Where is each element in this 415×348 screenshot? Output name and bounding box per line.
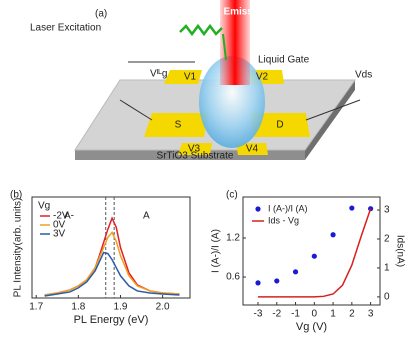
y-tick-label: 0.6: [226, 272, 240, 283]
pad: [250, 113, 310, 137]
pad: [178, 143, 212, 155]
label: Laser Excitation: [30, 23, 101, 34]
panel-label: (c): [226, 190, 238, 201]
label: Vᴵᴸg: [150, 69, 167, 80]
y-tick-label: 1.2: [226, 233, 240, 244]
scatter-point: [274, 278, 280, 284]
scatter-point: [292, 269, 299, 275]
y2-tick-label: 3: [384, 205, 390, 216]
series-line: [44, 251, 180, 297]
label: V4: [246, 144, 259, 155]
schematic: (a) Laser Excitation PL Emission Liquid …: [30, 0, 372, 162]
label: Vds: [355, 70, 372, 81]
scatter-point: [330, 232, 336, 238]
x-tick-label: -1: [291, 309, 300, 320]
x-tick-label: 1.9: [114, 302, 128, 313]
x-axis-label: Vg (V): [296, 321, 327, 333]
emission-beam: [220, 0, 250, 85]
label: SrTiO3 Substrate: [157, 151, 234, 162]
pad: [144, 113, 208, 137]
legend-label: 0V: [53, 220, 66, 231]
scatter-point: [349, 205, 355, 211]
x-tick-label: -3: [254, 309, 263, 320]
scatter-point: [311, 253, 317, 259]
panel-label: (a): [95, 9, 107, 20]
panel-label: (b): [10, 190, 22, 201]
legend-label: -2V: [53, 211, 69, 222]
label: S: [175, 120, 182, 131]
label: V3: [188, 144, 201, 155]
legend-title: Vg: [38, 201, 50, 212]
x-tick-label: 2.0: [156, 302, 170, 313]
legend-label: Ids - Vg: [268, 215, 299, 225]
x-tick-label: 1.7: [29, 302, 43, 313]
y-axis-label: I (A-)/I (A): [211, 229, 222, 273]
label: V1: [184, 72, 197, 83]
y2-tick-label: 2: [384, 234, 390, 245]
x-tick-label: 1: [330, 309, 336, 320]
annotation: A-: [64, 211, 74, 222]
legend-swatch: [255, 206, 261, 212]
legend-label: 3V: [53, 229, 66, 240]
y-axis-label: PL Intensity(arb. units): [13, 198, 24, 298]
legend-label: I (A-)/I (A): [268, 203, 308, 213]
y2-axis-label: Ids(nA): [394, 235, 405, 267]
source-wire: [119, 99, 153, 121]
label: V2: [256, 72, 269, 83]
x-tick-label: 1.8: [71, 302, 85, 313]
scatter-point: [255, 280, 261, 286]
plot-frame: [242, 196, 381, 306]
x-tick-label: 0: [312, 309, 318, 320]
y2-tick-label: 1: [384, 263, 390, 274]
pad: [236, 143, 268, 155]
x-tick-label: 2: [349, 309, 355, 320]
series-line: [258, 208, 372, 298]
y2-tick-label: 0: [384, 292, 390, 303]
label: PL Emission: [208, 7, 268, 18]
pad: [164, 70, 202, 84]
x-axis-label: PL Energy (eV): [74, 314, 149, 326]
x-tick-label: 3: [368, 309, 374, 320]
plot-frame: [31, 196, 191, 299]
laser-beam: [222, 33, 227, 61]
substrate-side: [305, 80, 355, 160]
label: Liquid Gate: [258, 55, 310, 66]
series-line: [44, 230, 180, 296]
label: D: [276, 120, 283, 131]
drain-wire: [305, 99, 361, 121]
x-tick-label: -2: [272, 309, 281, 320]
annotation: A: [143, 211, 150, 222]
laser-squiggle: [179, 23, 223, 37]
